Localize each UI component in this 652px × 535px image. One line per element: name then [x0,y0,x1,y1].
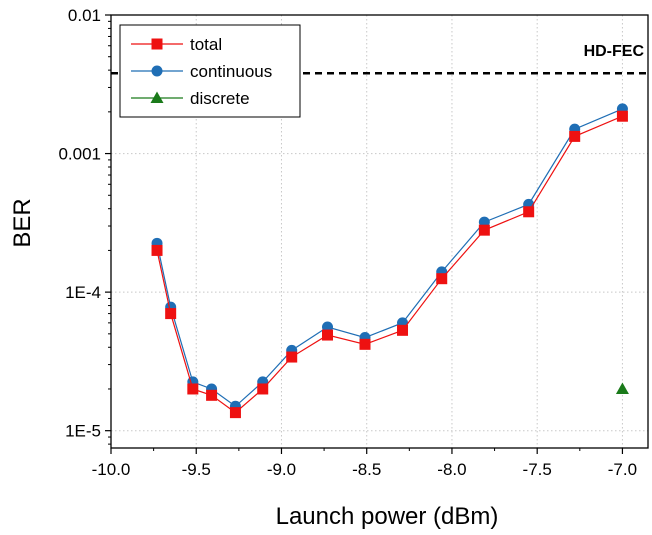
legend-item-continuous: continuous [131,62,272,81]
data-point-total [187,383,199,395]
hd-fec-label: HD-FEC [584,43,645,60]
y-axis-title: BER [9,198,36,247]
series-line-continuous [156,108,623,408]
data-point-total [523,206,535,218]
data-point-total [359,338,371,350]
data-point-total [569,130,581,142]
x-tick-label: -9.0 [267,460,296,479]
axes-layer: -10.0 -9.5 -9.0 -8.5 -8.0 -7.5 -7.0 1E-5 1E-4 0.0… [58,6,637,479]
x-tick-label: -8.0 [437,460,466,479]
legend-marker-discrete [150,91,164,103]
legend-label-continuous: continuous [190,62,272,81]
series-line-total [156,115,623,414]
legend-marker-total [151,38,163,50]
x-tick-label: -7.5 [523,460,552,479]
legend-marker-continuous [151,65,163,77]
data-point-total [397,324,409,336]
series-total [151,110,628,419]
data-point-total [436,273,448,285]
data-point-total [206,389,218,401]
legend-item-discrete: discrete [131,89,250,108]
data-point-total [165,308,177,320]
data-point-total [229,407,241,419]
data-point-total [151,244,163,256]
legend-label-total: total [190,35,222,54]
x-tick-label: -10.0 [92,460,131,479]
series-layer [151,103,629,419]
x-axis-title: Launch power (dBm) [276,503,499,530]
data-point-total [478,224,490,236]
series-discrete [615,382,629,394]
data-point-total [257,383,269,395]
data-point-discrete [615,382,629,394]
x-tick-label: -8.5 [352,460,381,479]
y-tick-label: 0.001 [58,145,101,164]
data-point-total [322,329,334,341]
data-point-total [616,110,628,122]
legend-label-discrete: discrete [190,89,250,108]
x-tick-label: -9.5 [182,460,211,479]
y-tick-label: 1E-4 [65,283,101,302]
legend-item-total: total [131,35,222,54]
plot-frame [110,14,649,449]
legend: total continuous discrete [119,24,301,118]
data-point-total [286,351,298,363]
series-continuous [151,103,628,412]
x-tick-label: -7.0 [608,460,637,479]
y-tick-label: 0.01 [68,6,101,25]
y-tick-label: 1E-5 [65,422,101,441]
